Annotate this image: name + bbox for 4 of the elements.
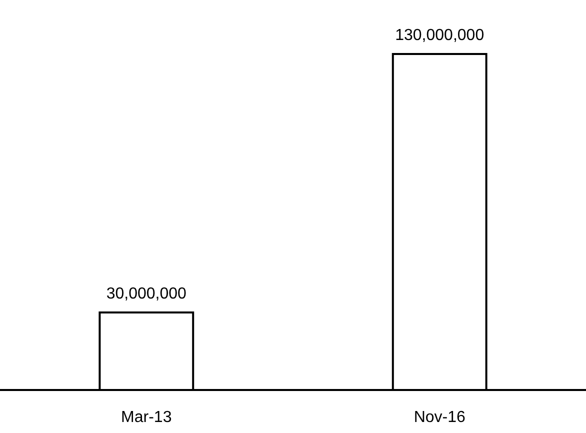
x-tick-label: Nov-16 [414, 409, 466, 426]
x-tick-label: Mar-13 [121, 409, 172, 426]
data-label: 30,000,000 [106, 285, 187, 302]
data-label: 130,000,000 [395, 27, 484, 44]
